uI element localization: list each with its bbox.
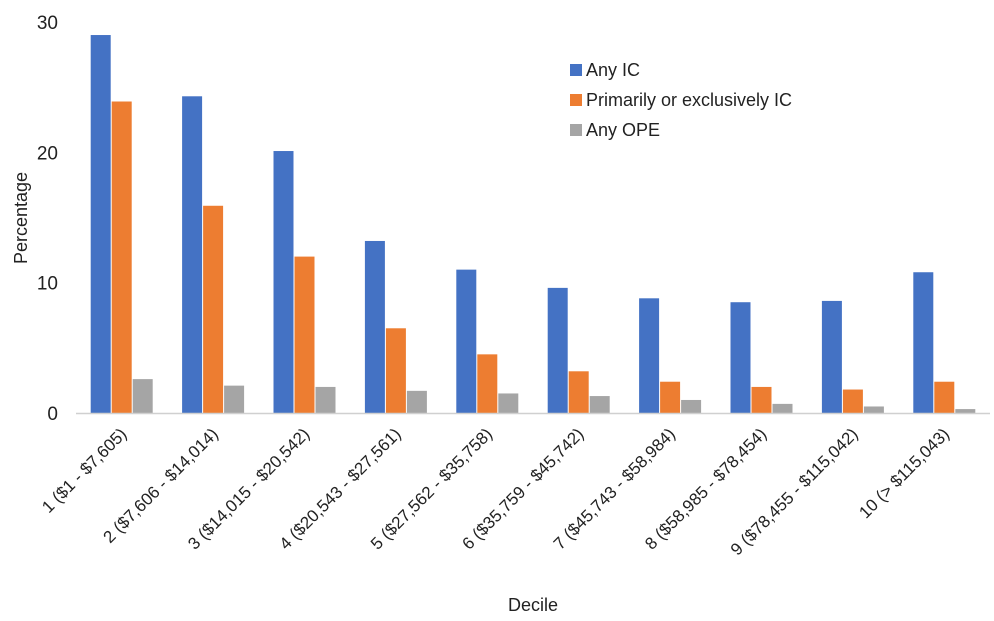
bar-primarily-or-exclusively-ic-1 (111, 101, 132, 414)
bar-primarily-or-exclusively-ic-6 (568, 371, 589, 413)
x-tick-label: 10 (> $115,043) (855, 424, 953, 522)
bar-any-ic-2 (182, 96, 203, 413)
bar-primarily-or-exclusively-ic-2 (203, 205, 224, 413)
bar-any-ope-1 (132, 379, 153, 413)
bar-any-ic-6 (547, 287, 568, 413)
legend-swatch (570, 124, 582, 136)
y-axis-title: Percentage (11, 172, 31, 264)
y-tick-label: 10 (37, 274, 58, 295)
bar-any-ope-4 (406, 390, 427, 413)
bar-any-ope-9 (863, 406, 884, 413)
bar-any-ope-3 (315, 386, 336, 413)
bar-any-ope-8 (772, 403, 793, 413)
x-axis-title: Decile (508, 595, 558, 615)
bar-any-ic-4 (364, 240, 385, 413)
bar-primarily-or-exclusively-ic-8 (751, 386, 772, 413)
bar-any-ic-1 (90, 35, 111, 414)
legend: Any IC Primarily or exclusively IC Any OPE (570, 60, 792, 140)
bar-primarily-or-exclusively-ic-7 (660, 381, 681, 413)
bar-primarily-or-exclusively-ic-3 (294, 256, 315, 413)
legend-label: Any IC (586, 60, 640, 80)
bar-primarily-or-exclusively-ic-9 (842, 389, 863, 413)
bar-any-ope-10 (955, 409, 976, 413)
bar-any-ic-8 (730, 302, 751, 413)
bar-any-ope-2 (224, 385, 245, 413)
bar-primarily-or-exclusively-ic-10 (934, 381, 955, 413)
bar-primarily-or-exclusively-ic-5 (477, 354, 498, 413)
x-axis-category-labels: 1 ($1 - $7,605)2 ($7,606 - $14,014)3 ($1… (38, 424, 953, 559)
bar-primarily-or-exclusively-ic-4 (385, 328, 406, 413)
legend-label: Any OPE (586, 120, 660, 140)
bar-any-ic-3 (273, 151, 294, 413)
bar-any-ic-5 (456, 269, 477, 413)
bar-any-ope-6 (589, 396, 610, 413)
y-tick-label: 20 (37, 143, 58, 164)
bar-any-ic-10 (913, 272, 934, 413)
bar-any-ic-9 (821, 300, 842, 413)
bar-any-ope-5 (498, 393, 519, 413)
bar-any-ic-7 (639, 298, 660, 413)
y-tick-label: 30 (37, 13, 58, 34)
legend-swatch (570, 64, 582, 76)
legend-swatch (570, 94, 582, 106)
bar-any-ope-7 (681, 399, 702, 413)
y-tick-label: 0 (47, 404, 58, 425)
y-axis-ticks: 0 10 20 30 (37, 13, 58, 425)
bars-group (90, 35, 976, 414)
legend-label: Primarily or exclusively IC (586, 90, 792, 110)
x-tick-label: 1 ($1 - $7,605) (38, 424, 130, 516)
